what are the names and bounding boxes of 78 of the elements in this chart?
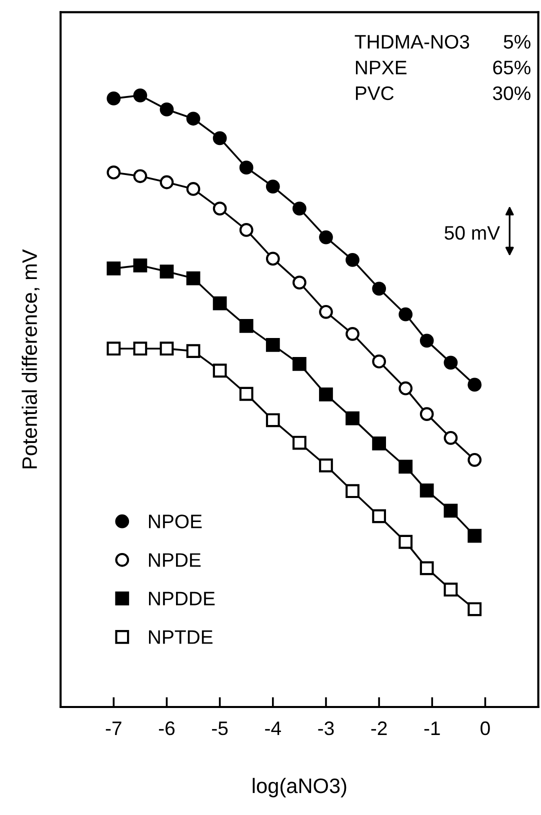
point bbox=[319, 304, 333, 319]
point bbox=[468, 378, 482, 392]
point bbox=[319, 388, 333, 402]
point bbox=[212, 202, 227, 216]
point bbox=[420, 407, 434, 421]
point bbox=[239, 160, 254, 175]
legend-label: NPTDE bbox=[149, 630, 212, 644]
point bbox=[398, 534, 413, 549]
point bbox=[444, 504, 458, 518]
point bbox=[372, 354, 386, 368]
point bbox=[346, 326, 360, 341]
point bbox=[133, 258, 148, 272]
point bbox=[372, 282, 386, 296]
point bbox=[444, 356, 458, 370]
x-tick-label: -1 bbox=[424, 722, 440, 735]
point bbox=[160, 264, 174, 278]
point bbox=[372, 509, 386, 524]
point bbox=[372, 436, 386, 450]
point bbox=[444, 430, 458, 445]
point bbox=[468, 602, 482, 616]
point bbox=[186, 182, 200, 196]
x-tick-label: -2 bbox=[371, 721, 387, 735]
point bbox=[160, 342, 174, 356]
y-axis-title: Potential difference, mV bbox=[22, 249, 40, 468]
point bbox=[398, 460, 413, 474]
x-axis-title: log(aNO3) bbox=[252, 778, 346, 798]
point bbox=[346, 252, 360, 267]
point bbox=[186, 344, 200, 358]
point bbox=[266, 338, 280, 352]
x-tick-label: -7 bbox=[106, 722, 122, 735]
point bbox=[106, 262, 121, 276]
point bbox=[106, 92, 121, 106]
point bbox=[133, 88, 148, 102]
point bbox=[468, 528, 482, 543]
point bbox=[239, 223, 254, 237]
point bbox=[346, 411, 360, 426]
point bbox=[266, 252, 280, 266]
legend-label: NPDE bbox=[149, 553, 201, 567]
x-tick-label: -6 bbox=[158, 721, 175, 736]
legend-label: NPDDE bbox=[149, 592, 215, 606]
text: NPXE 65% bbox=[356, 60, 530, 74]
text: PVC 30% bbox=[356, 86, 530, 100]
point bbox=[133, 169, 148, 184]
point bbox=[160, 102, 174, 116]
point bbox=[292, 436, 306, 450]
point bbox=[444, 582, 458, 597]
point bbox=[239, 386, 254, 401]
point bbox=[212, 131, 227, 146]
point bbox=[133, 342, 148, 356]
point bbox=[266, 413, 280, 428]
point bbox=[292, 276, 306, 290]
annotation: 50 mV bbox=[444, 226, 500, 240]
x-tick-label: 0 bbox=[480, 721, 490, 736]
point bbox=[468, 452, 482, 467]
point bbox=[420, 334, 434, 348]
point bbox=[186, 271, 200, 286]
point bbox=[292, 202, 306, 216]
point bbox=[186, 112, 200, 126]
point bbox=[160, 175, 174, 190]
point bbox=[292, 356, 306, 371]
point bbox=[212, 364, 227, 378]
point bbox=[398, 381, 413, 396]
point bbox=[420, 561, 434, 576]
point bbox=[319, 458, 333, 472]
legend-label: NPOE bbox=[149, 514, 202, 528]
point bbox=[346, 484, 360, 498]
point bbox=[212, 296, 227, 310]
x-tick-label: -4 bbox=[265, 722, 281, 735]
x-tick-label: -3 bbox=[318, 721, 334, 736]
point bbox=[239, 319, 254, 333]
point bbox=[398, 307, 413, 322]
point bbox=[420, 484, 434, 498]
point bbox=[319, 230, 333, 244]
point bbox=[266, 180, 280, 194]
point bbox=[106, 166, 121, 180]
text: THDMA-NO3 5% bbox=[354, 34, 530, 49]
point bbox=[106, 342, 121, 356]
x-tick-label: -5 bbox=[212, 722, 228, 736]
